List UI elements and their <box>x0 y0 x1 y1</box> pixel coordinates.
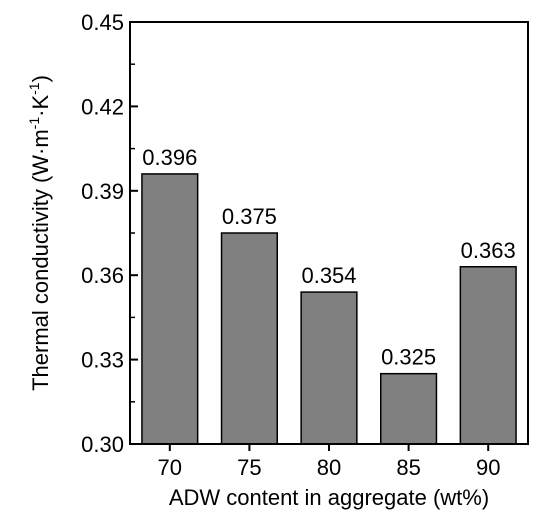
data-label-90: 0.363 <box>461 238 516 263</box>
y-axis-title-sup2: -1 <box>26 82 42 95</box>
y-tick-label-0.42: 0.42 <box>81 94 124 119</box>
y-axis-title-mid: ·K <box>28 95 53 117</box>
data-label-70: 0.396 <box>142 145 197 170</box>
data-label-75: 0.375 <box>222 204 277 229</box>
x-axis-ticks: 70 75 80 85 90 <box>158 444 500 480</box>
data-labels-group: 0.396 0.375 0.354 0.325 0.363 <box>142 145 515 370</box>
y-axis-ticks: 0.30 0.33 0.36 0.39 0.42 0.45 <box>81 10 138 457</box>
bar-80 <box>300 291 358 445</box>
y-tick-label-0.45: 0.45 <box>81 10 124 35</box>
x-tick-label-80: 80 <box>317 455 341 480</box>
x-tick-label-90: 90 <box>476 455 500 480</box>
data-label-85: 0.325 <box>381 345 436 370</box>
data-label-80: 0.354 <box>301 263 356 288</box>
y-axis-title: Thermal conductivity (W·m-1·K-1) <box>26 75 53 391</box>
bar-75 <box>220 232 279 445</box>
y-tick-label-0.36: 0.36 <box>81 263 124 288</box>
y-tick-label-0.39: 0.39 <box>81 179 124 204</box>
y-tick-label-0.30: 0.30 <box>81 432 124 457</box>
bar-90 <box>459 266 517 445</box>
y-tick-label-0.33: 0.33 <box>81 348 124 373</box>
x-tick-label-85: 85 <box>396 455 420 480</box>
x-tick-label-70: 70 <box>158 455 182 480</box>
y-axis-title-sup1: -1 <box>26 117 42 130</box>
bars-group <box>141 173 517 445</box>
bar-85 <box>379 372 438 445</box>
x-axis-title: ADW content in aggregate (wt%) <box>169 485 489 510</box>
y-axis-title-main: Thermal conductivity (W·m <box>28 129 53 391</box>
bar-70 <box>141 173 199 445</box>
x-tick-label-75: 75 <box>237 455 261 480</box>
y-axis-title-end: ) <box>28 75 53 82</box>
